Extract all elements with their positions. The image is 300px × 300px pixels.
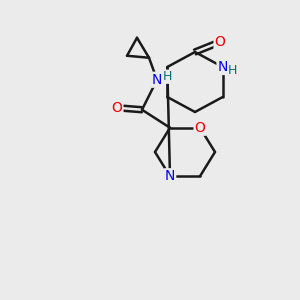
Text: N: N [152, 73, 162, 87]
Text: O: O [195, 121, 206, 135]
Text: N: N [218, 60, 228, 74]
Text: H: H [228, 64, 237, 76]
Text: H: H [162, 70, 172, 83]
Text: O: O [112, 101, 122, 115]
Text: O: O [214, 35, 225, 49]
Text: N: N [165, 169, 175, 183]
